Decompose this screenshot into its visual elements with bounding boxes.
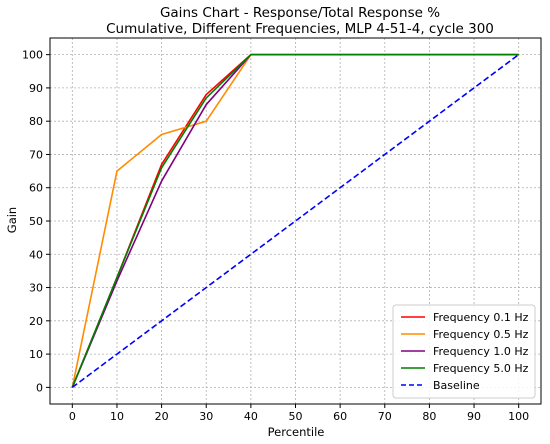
y-tick-label: 30 — [29, 282, 43, 295]
y-tick-label: 50 — [29, 215, 43, 228]
series-line-3 — [71, 53, 519, 388]
x-tick-label: 20 — [155, 410, 169, 423]
x-axis-label: Percentile — [268, 425, 325, 439]
y-tick-label: 20 — [29, 315, 43, 328]
chart-subtitle: Cumulative, Different Frequencies, MLP 4… — [106, 21, 494, 37]
legend-label: Frequency 5.0 Hz — [433, 362, 529, 375]
x-tick-label: 0 — [69, 410, 76, 423]
legend-label: Baseline — [433, 379, 480, 392]
x-tick-label: 30 — [199, 410, 213, 423]
legend-label: Frequency 0.5 Hz — [433, 328, 529, 341]
legend-box — [392, 304, 536, 399]
x-tick-label: 40 — [244, 410, 258, 423]
y-tick-label: 70 — [29, 148, 43, 161]
y-tick-label: 100 — [22, 49, 43, 62]
y-tick-label: 40 — [29, 248, 43, 261]
y-tick-label: 10 — [29, 348, 43, 361]
series-line-4 — [71, 53, 520, 389]
legend: Frequency 0.1 Hz Frequency 0.5 Hz Frequenc… — [392, 304, 536, 399]
y-tick-label: 60 — [29, 182, 43, 195]
x-tick-label: 90 — [467, 410, 481, 423]
x-tick-label: 10 — [110, 410, 124, 423]
legend-label: Frequency 1.0 Hz — [433, 345, 529, 358]
y-tick-label: 0 — [36, 381, 43, 394]
x-tick-label: 50 — [289, 410, 303, 423]
legend-label: Frequency 0.1 Hz — [433, 311, 529, 324]
x-tick-label: 60 — [333, 410, 347, 423]
y-tick-label: 80 — [29, 115, 43, 128]
x-tick-label: 80 — [422, 410, 436, 423]
x-tick-label: 70 — [378, 410, 392, 423]
y-tick-label: 90 — [29, 82, 43, 95]
plot-frame — [49, 37, 542, 405]
series-lines — [71, 53, 520, 389]
chart-title: Gains Chart - Response/Total Response % — [160, 5, 440, 21]
x-tick-label: 100 — [508, 410, 529, 423]
y-axis-label: Gain — [5, 207, 19, 233]
axis-ticks: 0 10 20 30 40 50 60 70 80 90 100 0 10 20 30 40 50 60 70 80 9… — [22, 49, 529, 423]
